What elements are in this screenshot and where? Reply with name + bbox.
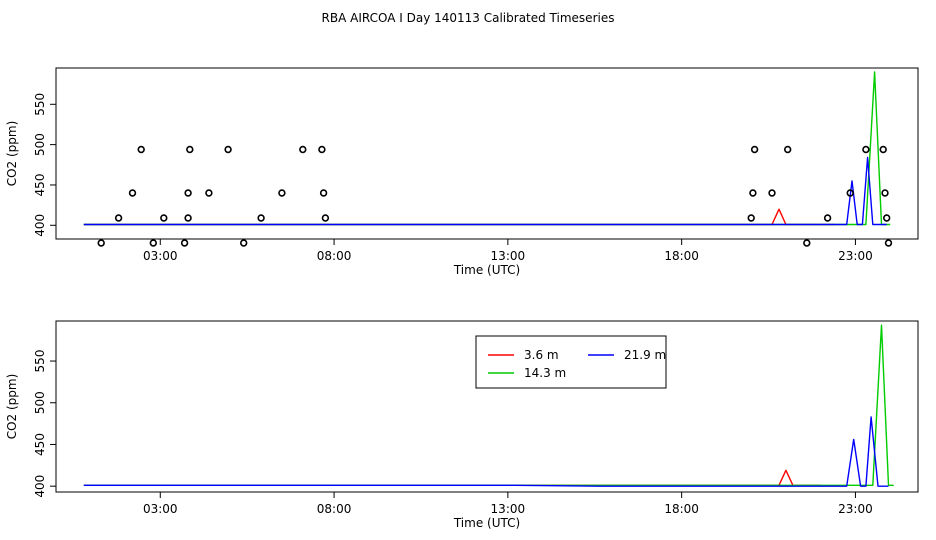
chart-1-marker-point <box>846 189 854 197</box>
chart-1-marker-point <box>184 214 192 222</box>
chart-1-marker-point <box>862 145 870 154</box>
chart-1-marker-point <box>803 239 811 247</box>
chart-1-x-axis-label: Time (UTC) <box>453 263 520 277</box>
chart-2-y-tick-label: 400 <box>33 475 47 498</box>
chart-1-marker-point <box>240 239 248 247</box>
chart-1-y-tick-label: 450 <box>33 174 47 197</box>
chart-2-legend-label: 21.9 m <box>624 348 666 362</box>
chart-1-marker-point <box>750 145 759 154</box>
chart-2-y-tick-label: 550 <box>33 350 47 373</box>
chart-1-marker-point <box>884 239 893 247</box>
chart-1-x-tick-label: 03:00 <box>143 249 178 263</box>
chart-1-marker-point <box>881 189 889 197</box>
chart-1-marker-point <box>319 189 328 197</box>
chart-1-x-tick-label: 13:00 <box>491 249 526 263</box>
chart-1-x-tick-label: 08:00 <box>317 249 352 263</box>
chart-2-y-axis-label: CO2 (ppm) <box>5 374 19 440</box>
chart-1-marker-point <box>321 214 330 222</box>
chart-1-marker-point <box>879 145 887 154</box>
chart-title: RBA AIRCOA I Day 140113 Calibrated Times… <box>322 11 615 25</box>
chart-1-marker-point <box>278 189 286 197</box>
chart-2-legend: 3.6 m 21.9 m 14.3 m <box>475 335 667 389</box>
chart-1-marker-point <box>180 239 189 247</box>
chart-1-marker-point <box>205 189 213 197</box>
chart-1-y-tick-label: 500 <box>33 133 47 156</box>
chart-1-series-line-21-9-m <box>83 156 887 226</box>
chart-1-marker-point <box>186 145 194 154</box>
chart-1-marker-point <box>160 214 168 222</box>
chart-1-marker-point <box>299 145 307 154</box>
chart-2-legend-label: 3.6 m <box>524 348 559 362</box>
chart-1-series-line-14-3-m <box>83 71 891 226</box>
chart-1-marker-point <box>184 189 192 197</box>
chart-2-series-line-3-6-m <box>83 469 821 486</box>
chart-1-y-tick-label: 400 <box>33 214 47 237</box>
chart-2-x-tick-label: 13:00 <box>491 502 526 516</box>
chart-1-x-tick-label: 18:00 <box>664 249 699 263</box>
chart-1-y-tick-label: 550 <box>33 93 47 116</box>
chart-1-marker-point <box>747 214 755 222</box>
chart-2-series-line-21-9-m <box>83 416 889 487</box>
chart-2-x-tick-label: 23:00 <box>838 502 873 516</box>
chart-1-x-tick-label: 23:00 <box>838 249 873 263</box>
chart-1-marker-point <box>224 145 232 154</box>
chart-1-series-line-3-6-m <box>83 208 835 226</box>
chart-1-marker-point <box>137 145 145 154</box>
chart-1-marker-point <box>749 189 757 197</box>
chart-1-y-axis-label: CO2 (ppm) <box>5 121 19 187</box>
chart-1-marker-point <box>97 239 105 247</box>
chart-2-x-tick-label: 03:00 <box>143 502 178 516</box>
chart-1-marker-point <box>318 145 326 154</box>
chart-1-marker-point <box>783 145 792 154</box>
chart-1-marker-point <box>257 214 265 222</box>
chart-1-marker-point <box>128 189 137 197</box>
chart-2-x-tick-label: 08:00 <box>317 502 352 516</box>
chart-2-legend-box <box>475 335 667 389</box>
chart-2-legend-label: 14.3 m <box>524 366 566 380</box>
chart-1-marker-point <box>768 189 776 197</box>
chart-2-panel: 03:00 08:00 13:00 18:00 23:00 400 450 500 550 Tim… <box>5 320 919 530</box>
chart-1-panel: 03:00 08:00 13:00 18:00 23:00 400 450 500 550 Tim… <box>5 67 919 277</box>
chart-2-plot-frame <box>55 320 919 493</box>
chart-1-marker-point <box>823 214 832 222</box>
chart-2-x-axis-label: Time (UTC) <box>453 516 520 530</box>
chart-1-marker-point <box>149 239 158 247</box>
chart-2-y-tick-label: 450 <box>33 433 47 456</box>
chart-2-x-tick-label: 18:00 <box>664 502 699 516</box>
chart-1-plot-frame <box>55 67 919 240</box>
chart-2-y-tick-label: 500 <box>33 391 47 414</box>
chart-1-marker-point <box>114 214 123 222</box>
chart-1-marker-point <box>882 214 891 222</box>
